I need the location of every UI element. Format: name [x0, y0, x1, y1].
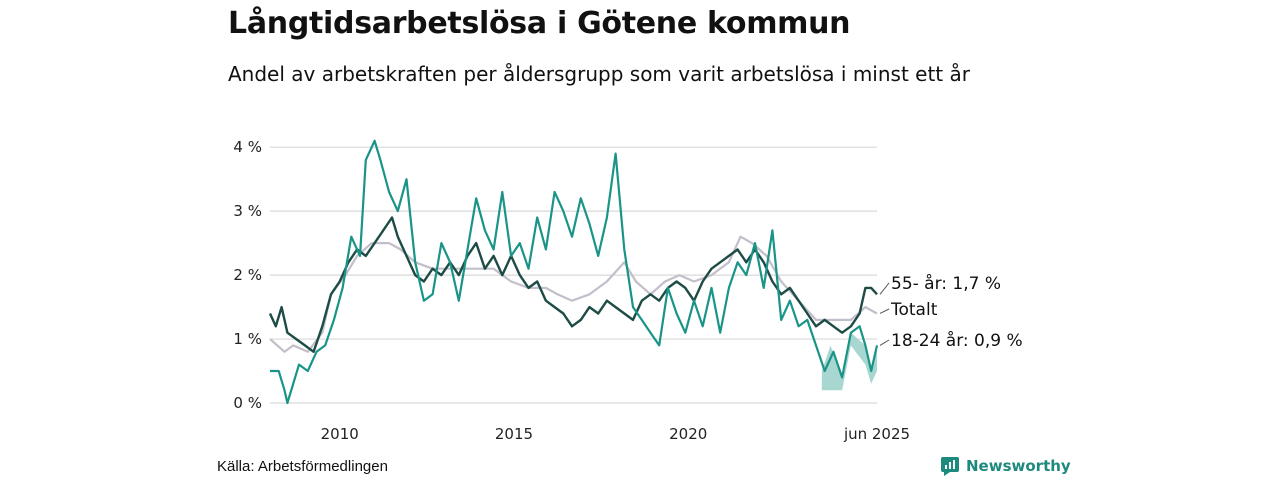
line-chart: 0 % 1 % 2 % 3 % 4 % 2010 2015 2020 jun 2025 Tot…	[233, 138, 1023, 443]
source-note: Källa: Arbetsförmedlingen	[217, 458, 388, 475]
y-axis-ticks: 0 % 1 % 2 % 3 % 4 %	[233, 138, 262, 412]
series-labels: Totalt 55- år: 1,7 % 18-24 år: 0,9 %	[879, 273, 1023, 351]
chart-subtitle: Andel av arbetskraften per åldersgrupp s…	[228, 62, 970, 86]
series-lines	[268, 139, 879, 405]
x-tick-label: 2015	[495, 425, 533, 443]
y-tick-label: 2 %	[233, 266, 262, 284]
series-label-age55: 55- år: 1,7 %	[891, 273, 1001, 294]
newsworthy-logo-icon	[941, 457, 959, 476]
y-tick-label: 0 %	[233, 394, 262, 412]
x-axis-ticks: 2010 2015 2020 jun 2025	[321, 425, 910, 443]
chart-title: Långtidsarbetslösa i Götene kommun	[228, 6, 851, 41]
brand-name: Newsworthy	[966, 457, 1071, 475]
y-tick-label: 1 %	[233, 330, 262, 348]
series-line-total	[269, 235, 878, 353]
label-connector-age55	[879, 282, 890, 295]
series-line-age55	[268, 216, 878, 353]
x-tick-label: jun 2025	[843, 425, 910, 443]
y-tick-label: 4 %	[233, 138, 262, 156]
x-tick-label: 2020	[669, 425, 707, 443]
grid-lines	[270, 146, 877, 404]
brand-logo: Newsworthy	[940, 456, 1071, 476]
label-connector-age1824	[879, 339, 890, 346]
series-line-age1824	[270, 139, 879, 405]
series-label-total: Totalt	[890, 300, 938, 320]
y-tick-label: 3 %	[233, 202, 262, 220]
label-connector-total	[879, 308, 890, 314]
uncertainty-band	[821, 332, 877, 391]
series-label-age1824: 18-24 år: 0,9 %	[891, 330, 1023, 351]
band-area	[821, 332, 877, 391]
x-tick-label: 2010	[321, 425, 359, 443]
